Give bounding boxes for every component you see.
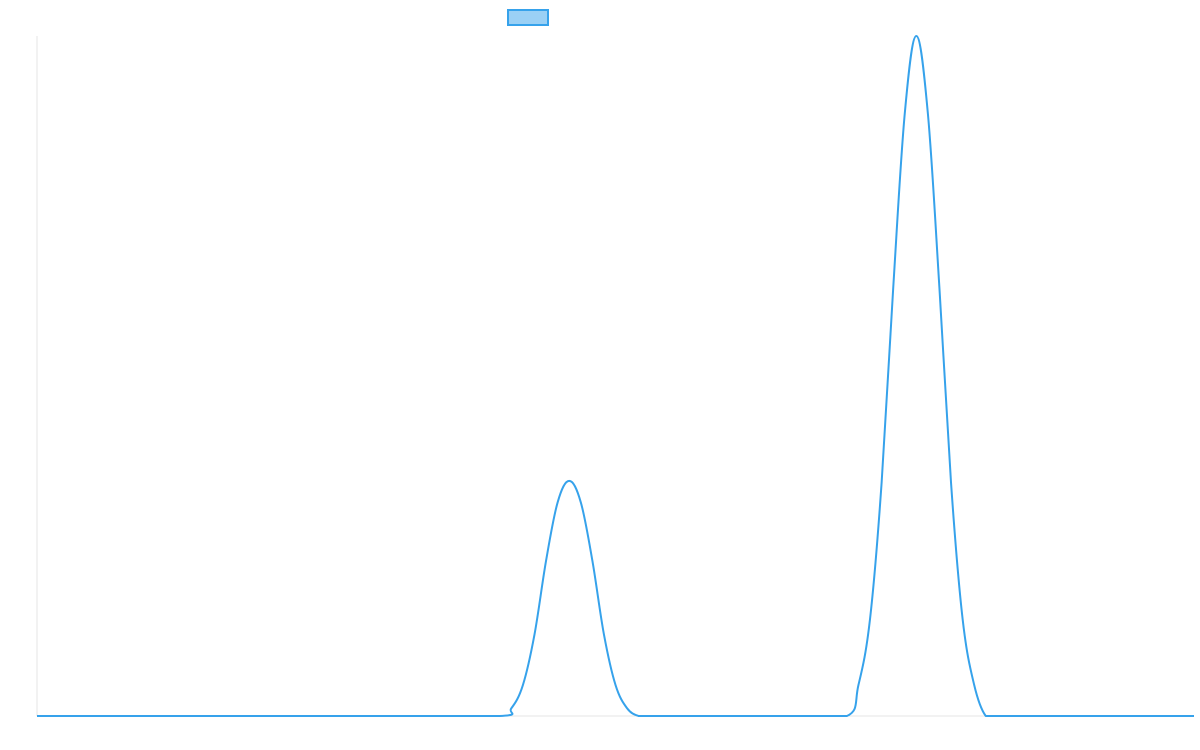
- axes: [36, 36, 1194, 717]
- series-layer: [37, 35, 1194, 718]
- series-line-0[interactable]: [37, 35, 1194, 718]
- legend-swatch[interactable]: [507, 9, 549, 26]
- legend[interactable]: [507, 9, 549, 26]
